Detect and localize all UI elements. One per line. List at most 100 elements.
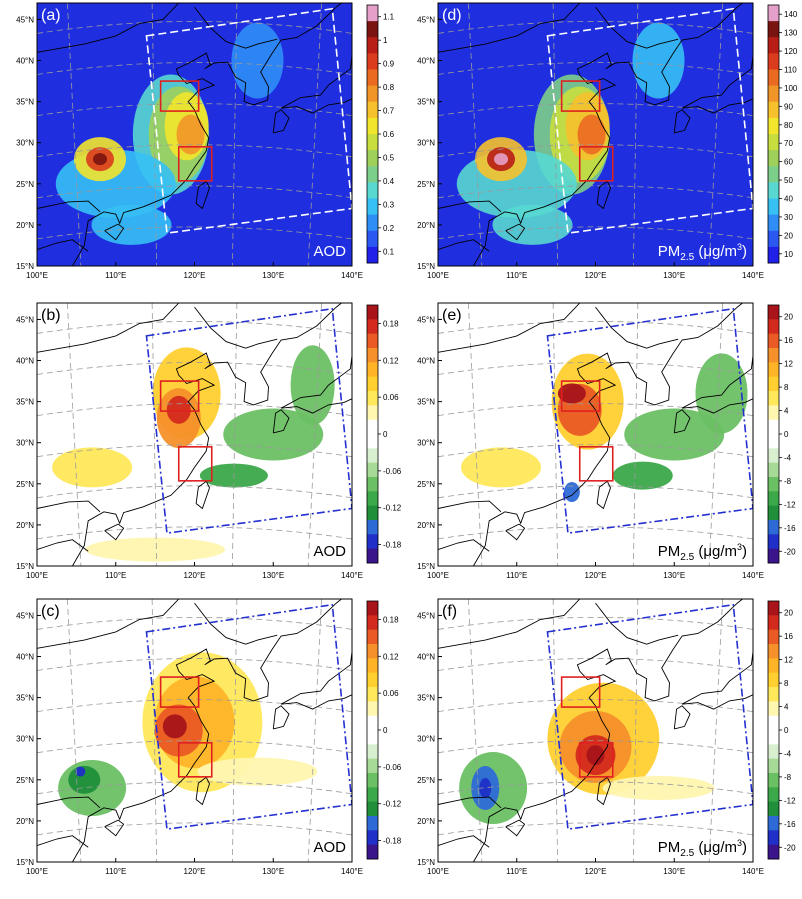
graticule-lat — [438, 362, 753, 375]
lat-tick-label: 20°N — [16, 817, 34, 826]
colorbar-tick-label: 4 — [784, 703, 789, 712]
graticule-lat — [37, 185, 352, 199]
lat-tick-label: 35°N — [417, 98, 435, 107]
graticule-lat — [438, 144, 753, 158]
colorbar-segment — [768, 69, 779, 87]
colorbar-tick-label: 8 — [784, 679, 789, 688]
colorbar-tick-label: 30 — [784, 213, 793, 222]
domain-box — [546, 7, 753, 235]
colorbar-segment — [367, 134, 378, 151]
lon-tick-label: 100°E — [26, 271, 48, 280]
colorbar-segment — [768, 214, 779, 232]
colorbar-segment — [367, 491, 378, 507]
graticule-lat — [438, 21, 753, 34]
lat-tick-label: 40°N — [417, 57, 435, 66]
lon-tick-label: 130°E — [262, 571, 284, 580]
coastline — [272, 705, 290, 730]
colorbar-segment — [367, 548, 378, 564]
colorbar-segment — [768, 405, 779, 421]
coastline — [272, 109, 290, 134]
colorbar-tick-label: 1.1 — [383, 13, 395, 22]
coastline — [272, 409, 290, 434]
colorbar-tick-label: 0.2 — [383, 224, 395, 233]
colorbar-segment — [768, 816, 779, 831]
lat-tick-label: 45°N — [417, 315, 435, 324]
lat-tick-label: 40°N — [16, 57, 34, 66]
colorbar-segment — [367, 830, 378, 846]
graticule-lat — [438, 485, 753, 499]
coastline — [194, 6, 278, 49]
field-contour — [602, 776, 715, 801]
colorbar-tick-label: -0.18 — [383, 837, 401, 846]
coastline — [595, 602, 679, 645]
colorbar-segment — [367, 520, 378, 535]
colorbar-segment — [367, 715, 378, 731]
panel-label: (e) — [442, 307, 462, 324]
coastline — [37, 239, 89, 252]
colorbar-tick-label: 0.8 — [383, 83, 395, 92]
colorbar-segment — [768, 85, 779, 103]
lat-tick-label: 20°N — [417, 817, 435, 826]
colorbar-segment — [768, 844, 779, 860]
colorbar-tick-label: 12 — [784, 656, 793, 665]
colorbar-segment — [367, 687, 378, 702]
region-box-south — [578, 146, 614, 182]
lat-tick-label: 30°N — [417, 139, 435, 148]
graticule-lat — [438, 321, 753, 334]
lat-tick-label: 15°N — [16, 562, 34, 571]
colorbar-tick-label: 12 — [784, 360, 793, 369]
lat-tick-label: 25°N — [417, 180, 435, 189]
field-contour — [176, 114, 205, 155]
panel-label: (c) — [41, 603, 60, 620]
graticule-lat — [37, 526, 352, 540]
colorbar-segment — [768, 37, 779, 54]
lon-tick-label: 100°E — [427, 271, 449, 280]
colorbar-tick-label: -0.06 — [383, 467, 401, 476]
variable-label: PM2.5 (μg/m3) — [658, 242, 747, 263]
colorbar-segment — [768, 715, 779, 731]
colorbar-tick-label: -20 — [784, 547, 796, 556]
lon-tick-label: 120°E — [585, 571, 607, 580]
map-field — [438, 3, 753, 266]
lon-tick-label: 100°E — [427, 867, 449, 876]
region-box-south — [177, 742, 213, 778]
graticule-lon — [231, 599, 238, 862]
region-box-north — [159, 80, 200, 112]
graticule-lat — [438, 103, 753, 117]
field-contour — [632, 22, 685, 99]
coastline — [505, 223, 526, 241]
coastline — [596, 776, 611, 806]
field-contour — [231, 22, 284, 99]
coastline — [37, 500, 101, 513]
colorbar-tick-label: -0.12 — [383, 504, 401, 513]
graticule-lat — [37, 362, 352, 375]
coastline — [72, 3, 343, 266]
graticule-lat — [438, 781, 753, 795]
colorbar-segment — [367, 348, 378, 363]
lat-tick-label: 20°N — [16, 521, 34, 530]
graticule-lon — [552, 3, 559, 266]
colorbar-segment — [768, 319, 779, 335]
variable-close: ) — [742, 243, 747, 260]
field-contour — [577, 114, 606, 155]
coastline — [37, 796, 101, 809]
colorbar-tick-label: 0.3 — [383, 200, 395, 209]
colorbar-segment — [367, 601, 378, 616]
colorbar-segment — [768, 362, 779, 378]
colorbar-tick-label: 10 — [784, 250, 793, 259]
map-panel: 45°N 40°N 35°N 30°N 25°N 20°N 15°N 100°E 110°E 12… — [0, 300, 401, 600]
coastline — [72, 599, 343, 862]
graticule-lat — [37, 444, 352, 458]
colorbar-segment — [367, 69, 378, 87]
coastline — [438, 835, 490, 848]
colorbar-segment — [367, 758, 378, 774]
field-contour — [624, 408, 725, 461]
field-contour — [93, 153, 107, 166]
colorbar: 140 130 120 110 100 90 80 70 60 50 40 30 20 10 — [767, 4, 798, 264]
field-contour — [197, 757, 318, 786]
lat-tick-label: 30°N — [16, 439, 34, 448]
colorbar-tick-label: 50 — [784, 176, 793, 185]
colorbar-tick-label: -0.18 — [383, 541, 401, 550]
region-box-north — [560, 80, 601, 112]
colorbar-segment — [367, 434, 378, 449]
